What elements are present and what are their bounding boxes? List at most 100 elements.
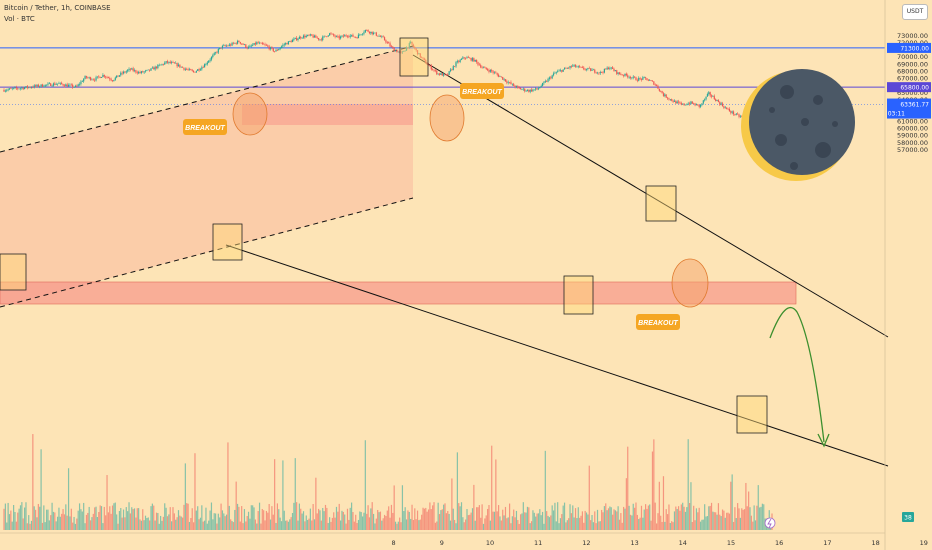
candle-body xyxy=(370,31,372,34)
candle-body xyxy=(639,78,641,79)
candle-body xyxy=(356,37,358,39)
candle-body xyxy=(83,78,85,82)
candle-body xyxy=(67,85,70,87)
volume-bar xyxy=(757,485,759,530)
volume-bar xyxy=(282,460,284,530)
candle-body xyxy=(405,47,408,51)
candle-body xyxy=(309,34,311,36)
candle-body xyxy=(618,72,621,74)
volume-bar xyxy=(557,502,559,530)
volume-bar xyxy=(449,520,452,530)
volume-bar xyxy=(243,509,246,530)
volume-bar xyxy=(324,504,327,530)
volume-bar xyxy=(491,445,493,530)
candle-body xyxy=(305,35,307,38)
candle-body xyxy=(92,79,94,81)
candle-body xyxy=(95,77,97,81)
candle-body xyxy=(529,89,531,92)
candle-body xyxy=(429,65,431,67)
volume-bar xyxy=(250,505,252,530)
lightning-icon[interactable] xyxy=(764,517,776,529)
volume-bar xyxy=(726,512,728,530)
volume-bar xyxy=(342,511,344,530)
volume-bar xyxy=(43,505,45,530)
lower-trendline xyxy=(225,244,889,467)
volume-bar xyxy=(713,512,715,530)
volume-bar xyxy=(465,519,467,530)
candle-body xyxy=(518,87,520,89)
volume-bar xyxy=(489,520,491,530)
volume-bar xyxy=(673,511,676,530)
candle-body xyxy=(511,83,513,85)
volume-bar xyxy=(116,514,118,530)
volume-bar xyxy=(190,517,192,530)
candle-body xyxy=(403,51,405,52)
candle-body xyxy=(275,49,277,52)
volume-bar xyxy=(355,514,357,530)
volume-bar xyxy=(249,518,251,530)
volume-bar xyxy=(114,502,116,530)
candle-body xyxy=(13,87,15,89)
candle-body xyxy=(21,87,23,89)
volume-bar xyxy=(346,508,349,530)
candle-body xyxy=(125,71,127,73)
candle-body xyxy=(540,85,542,88)
candle-body xyxy=(474,59,476,62)
volume-bar xyxy=(261,508,263,530)
volume-bar xyxy=(307,519,309,530)
currency-button[interactable]: USDT xyxy=(902,4,928,20)
volume-bar xyxy=(416,510,419,530)
volume-bar xyxy=(741,508,743,530)
volume-bar xyxy=(401,485,404,530)
y-tick-label: 57000.00 xyxy=(897,146,928,154)
volume-bar xyxy=(482,523,485,530)
candle-body xyxy=(646,78,648,81)
volume-bar xyxy=(612,514,614,530)
candle-body xyxy=(45,84,48,86)
volume-bar xyxy=(312,504,314,530)
current-price-tag xyxy=(887,98,931,119)
volume-bar xyxy=(625,478,627,530)
candle-body xyxy=(610,67,612,69)
candle-body xyxy=(265,44,268,46)
volume-bar xyxy=(524,512,526,530)
volume-bar xyxy=(621,522,623,530)
candle-body xyxy=(550,77,552,79)
candle-body xyxy=(701,103,703,105)
candle-body xyxy=(323,35,325,37)
volume-bar xyxy=(687,439,689,530)
candle-body xyxy=(569,66,571,68)
candle-body xyxy=(142,71,144,73)
candle-body xyxy=(245,44,247,48)
volume-bar xyxy=(184,463,186,530)
volume-bar xyxy=(405,519,408,530)
candle-body xyxy=(11,88,13,90)
candle-body xyxy=(8,88,11,90)
volume-bar xyxy=(752,521,754,530)
candle-body xyxy=(388,42,390,44)
candle-body xyxy=(153,67,155,70)
volume-bar xyxy=(224,516,226,530)
volume-bar xyxy=(430,509,432,530)
candle-body xyxy=(289,41,291,42)
volume-bar xyxy=(136,508,138,530)
candle-body xyxy=(363,32,365,34)
volume-bar xyxy=(587,514,589,530)
candle-body xyxy=(443,73,445,76)
candle-body xyxy=(684,104,687,106)
candle-body xyxy=(410,41,412,44)
forecast-arrowhead xyxy=(817,433,830,448)
volume-bar xyxy=(171,521,173,530)
candle-body xyxy=(536,88,538,90)
candle-body xyxy=(357,34,360,39)
volume-bar xyxy=(239,521,241,530)
volume-bar xyxy=(672,522,674,530)
breakout-badge xyxy=(183,119,227,135)
candle-body xyxy=(66,84,68,87)
candle-body xyxy=(91,79,93,81)
highlight-box xyxy=(645,185,677,222)
volume-bar xyxy=(546,511,548,530)
volume-bar xyxy=(129,513,131,530)
candle-body xyxy=(316,37,318,39)
